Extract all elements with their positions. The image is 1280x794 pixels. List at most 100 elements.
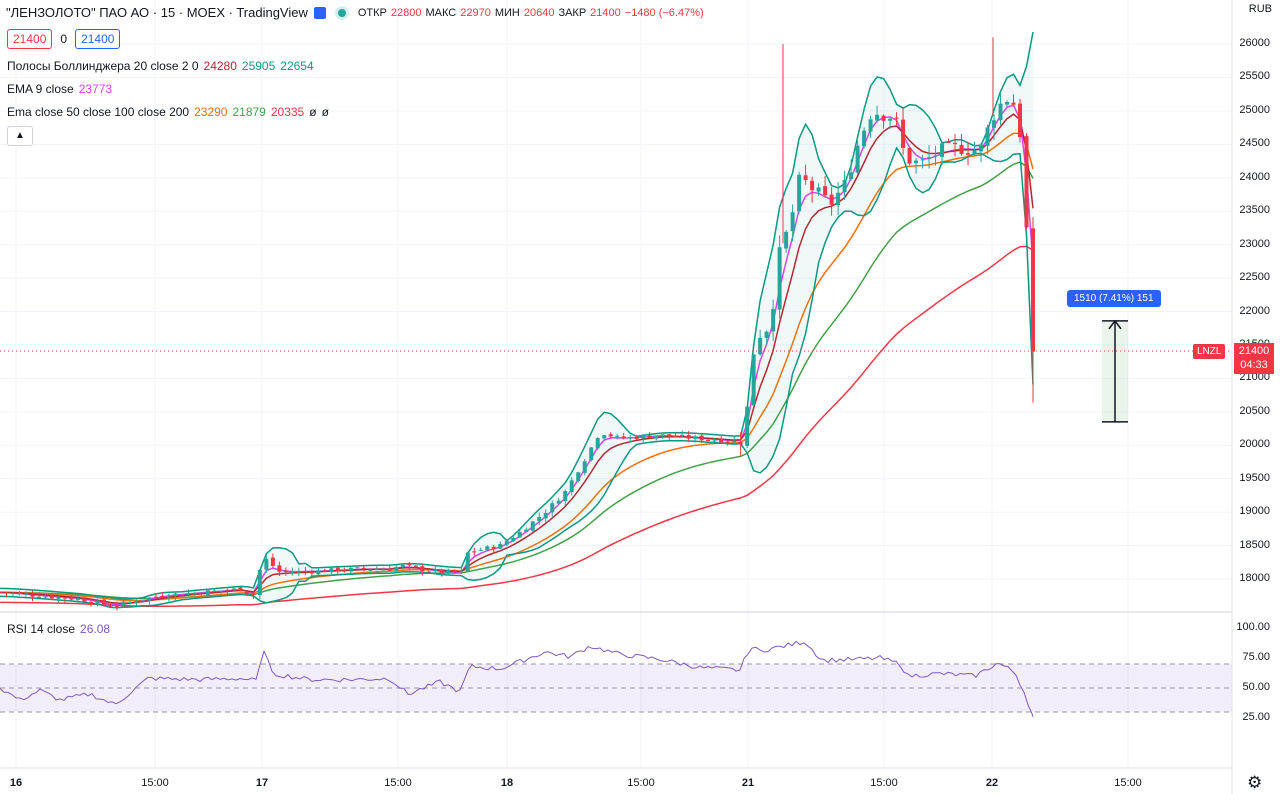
time-tick-label: 15:00	[384, 777, 412, 789]
flag-icon[interactable]	[313, 6, 326, 19]
candle-body	[387, 568, 392, 571]
candle-body	[927, 157, 932, 159]
candle-body	[810, 180, 815, 191]
candle-body	[88, 601, 93, 604]
candle-body	[316, 570, 321, 575]
ema9-line	[0, 104, 1034, 606]
candle-body	[569, 480, 574, 493]
candle-body	[244, 591, 249, 594]
candle-body	[114, 605, 119, 607]
candle-body	[478, 549, 483, 551]
candle-body	[992, 120, 997, 128]
candle-body	[485, 546, 490, 551]
candle-body	[985, 127, 990, 146]
candle-body	[381, 569, 386, 571]
candle-body	[628, 437, 633, 439]
indicator-ema-multi[interactable]: Ema close 50 close 100 close 200 23290 2…	[7, 105, 329, 119]
ema200-line	[0, 245, 1034, 607]
candle-body	[797, 174, 802, 212]
indicator-bollinger[interactable]: Полосы Боллинджера 20 close 2 0 24280 25…	[7, 59, 314, 73]
bb-basis-value: 24280	[203, 59, 237, 73]
candle-body	[368, 569, 373, 571]
candle-body	[134, 602, 139, 604]
sell-button[interactable]: 21400	[7, 29, 53, 49]
candle-body	[940, 143, 945, 157]
candle-body	[901, 119, 906, 148]
open-label: ОТКР	[357, 6, 387, 19]
symbol-title[interactable]: "ЛЕНЗОЛОТО" ПАО АО · 15 · MOEX · Trading…	[6, 5, 308, 20]
price-tick-label: 20500	[1239, 404, 1270, 417]
measure-label[interactable]: 1510 (7.41%) 151	[1067, 290, 1161, 307]
candle-body	[342, 570, 347, 572]
price-tick-label: 19500	[1239, 471, 1270, 484]
candle-body	[10, 593, 15, 595]
candle-body	[433, 569, 438, 572]
candle-body	[147, 597, 152, 601]
candle-body	[1031, 228, 1035, 352]
buy-button[interactable]: 21400	[75, 29, 121, 49]
candle-body	[459, 570, 464, 572]
candle-body	[914, 160, 919, 164]
ohlc-readout: ОТКР 22800 МАКС 22970 МИН 20640 ЗАКР 21400 −…	[358, 7, 704, 19]
chart-header: "ЛЕНЗОЛОТО" ПАО АО · 15 · MOEX · Trading…	[6, 5, 704, 20]
change-value: −1480 (−6.47%)	[624, 6, 704, 19]
candle-body	[75, 598, 80, 600]
candle-body	[1005, 102, 1010, 105]
candle-body	[69, 597, 74, 600]
candle-body	[530, 521, 535, 531]
candle-body	[192, 592, 197, 595]
candle-body	[725, 441, 730, 443]
currency-label[interactable]: RUB	[1248, 3, 1272, 15]
candle-body	[680, 434, 685, 437]
time-tick-label: 15:00	[1114, 777, 1142, 789]
ema-extra-value: ø	[309, 105, 317, 119]
time-tick-label: 17	[255, 777, 269, 789]
price-tick-label: 24000	[1239, 170, 1270, 183]
candle-body	[374, 569, 379, 571]
candle-body	[972, 150, 977, 155]
candle-body	[303, 571, 308, 573]
candle-body	[504, 541, 509, 545]
candle-body	[0, 592, 2, 594]
rsi-pane	[0, 640, 1232, 717]
candle-body	[160, 596, 165, 598]
candle-body	[933, 155, 938, 157]
indicator-ema9[interactable]: EMA 9 close 23773	[7, 82, 112, 96]
candle-body	[290, 572, 295, 574]
candle-body	[218, 590, 223, 592]
candle-body	[361, 567, 366, 570]
last-price-label: 21400 04:33	[1234, 343, 1274, 374]
chevron-up-icon[interactable]: ▲	[7, 126, 33, 146]
candle-body	[563, 491, 568, 502]
candle-body	[17, 593, 22, 595]
candle-body	[634, 437, 639, 440]
candle-body	[439, 569, 444, 574]
time-tick-label: 15:00	[870, 777, 898, 789]
candle-body	[270, 557, 275, 566]
low-value: 20640	[523, 6, 555, 19]
indicator-rsi[interactable]: RSI 14 close 26.08	[7, 622, 110, 636]
candle-body	[517, 531, 522, 538]
time-tick-label: 15:00	[627, 777, 655, 789]
candle-body	[472, 551, 477, 553]
candle-body	[595, 437, 600, 449]
candle-body	[608, 434, 613, 437]
gear-icon[interactable]: ⚙	[1247, 773, 1263, 792]
rsi-tick-label: 100.00	[1236, 621, 1270, 633]
close-label: ЗАКР	[558, 6, 587, 19]
candle-body	[186, 593, 191, 595]
candles	[0, 37, 1035, 611]
candle-body	[550, 503, 555, 513]
candle-body	[296, 570, 301, 573]
close-value: 21400	[590, 6, 621, 19]
candle-body	[524, 529, 529, 532]
candle-body	[491, 546, 496, 550]
candle-body	[251, 593, 256, 595]
ema9-value: 23773	[78, 82, 113, 96]
candle-body	[647, 435, 652, 438]
candle-body	[966, 153, 971, 155]
candle-body	[127, 602, 132, 604]
price-tick-label: 18500	[1239, 538, 1270, 551]
rsi-tick-label: 75.00	[1242, 651, 1270, 663]
